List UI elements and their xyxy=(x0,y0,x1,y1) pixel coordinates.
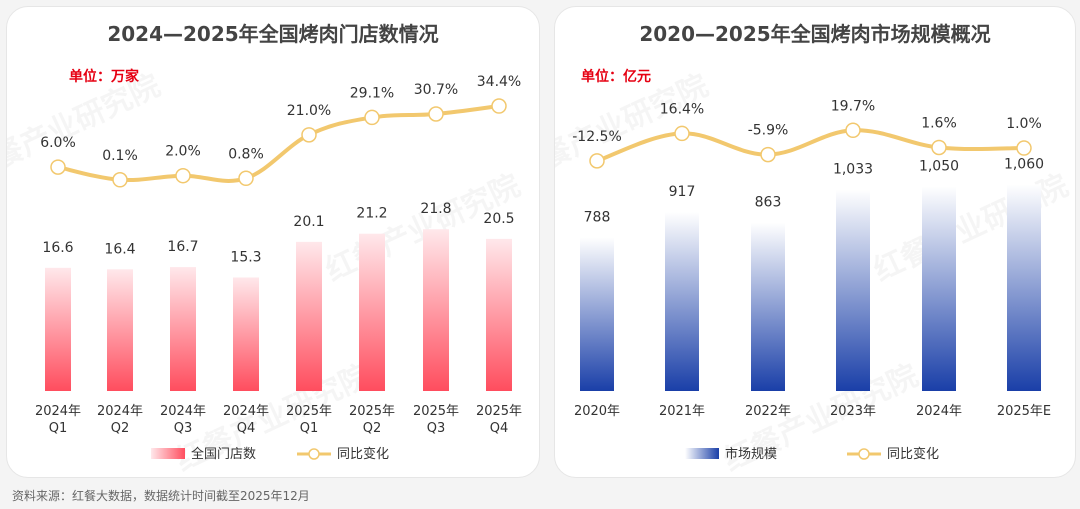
bar-label: 16.6 xyxy=(42,240,73,256)
x-tick-label: Q1 xyxy=(49,421,68,436)
x-tick-label: 2025年 xyxy=(349,404,395,419)
x-tick-label: Q3 xyxy=(174,421,193,436)
bar xyxy=(233,277,259,391)
bar-label: 21.8 xyxy=(420,201,451,217)
watermark: 红餐产业研究院 xyxy=(7,68,166,188)
bar-label: 20.5 xyxy=(483,211,514,227)
bar xyxy=(107,269,133,391)
legend-line-label: 同比变化 xyxy=(337,446,389,462)
line-point xyxy=(491,98,507,114)
source-note: 资料来源：红餐大数据，数据统计时间截至2025年12月 xyxy=(12,489,310,503)
legend-bar-label: 市场规模 xyxy=(725,446,777,462)
line-label: 16.4% xyxy=(660,101,704,117)
legend-bar-swatch xyxy=(151,448,185,459)
bar-label: 863 xyxy=(755,195,782,211)
x-tick-label: Q1 xyxy=(300,421,319,436)
x-tick-label: 2025年E xyxy=(997,404,1051,419)
line-label: 1.6% xyxy=(921,115,957,131)
line-point xyxy=(931,139,947,156)
unit-label: 单位：亿元 xyxy=(581,68,651,85)
legend-line-marker xyxy=(858,448,870,460)
line-point xyxy=(301,127,317,143)
bar-label: 16.4 xyxy=(104,241,135,257)
bar-label: 1,050 xyxy=(919,158,959,174)
x-tick-label: 2021年 xyxy=(659,404,705,419)
bar xyxy=(580,237,614,391)
line-point xyxy=(589,153,605,169)
bar-label: 1,060 xyxy=(1004,156,1044,172)
x-tick-label: 2024年 xyxy=(35,404,81,419)
x-tick-label: 2024年 xyxy=(916,404,962,419)
x-tick-label: Q2 xyxy=(111,421,130,436)
bar xyxy=(922,186,956,391)
x-tick-label: 2022年 xyxy=(745,404,791,419)
yoy-line xyxy=(56,104,501,183)
bar-label: 16.7 xyxy=(167,239,198,255)
x-tick-label: Q3 xyxy=(427,421,446,436)
line-point xyxy=(674,125,690,142)
x-tick-label: 2024年 xyxy=(160,404,206,419)
x-tick-label: Q2 xyxy=(363,421,382,436)
bar xyxy=(665,212,699,391)
line-point xyxy=(238,170,254,187)
line-label: 1.0% xyxy=(1006,116,1042,132)
line-point xyxy=(1016,140,1032,156)
bar-label: 20.1 xyxy=(293,214,324,230)
line-label: 0.8% xyxy=(228,146,264,162)
x-tick-label: 2025年 xyxy=(413,404,459,419)
line-label: 29.1% xyxy=(350,85,394,101)
line-label: -5.9% xyxy=(748,123,789,139)
yoy-line xyxy=(595,128,1026,163)
bar xyxy=(296,241,322,391)
legend-line-label: 同比变化 xyxy=(887,446,939,462)
x-tick-label: 2025年 xyxy=(476,404,522,419)
legend-bar-label: 全国门店数 xyxy=(191,446,256,462)
bar xyxy=(751,222,785,391)
bar-label: 917 xyxy=(669,184,696,200)
x-tick-label: Q4 xyxy=(237,421,256,436)
watermark: 红餐产业研究院 xyxy=(868,168,1073,288)
x-tick-label: 2025年 xyxy=(286,404,332,419)
bar xyxy=(45,267,71,391)
x-tick-label: 2024年 xyxy=(223,404,269,419)
bar-label: 788 xyxy=(584,209,611,225)
bar xyxy=(170,267,196,391)
line-point xyxy=(112,172,128,188)
line-point xyxy=(175,167,191,184)
x-tick-label: 2024年 xyxy=(97,404,143,419)
line-label: 0.1% xyxy=(102,148,138,164)
line-point xyxy=(845,122,861,139)
line-point xyxy=(760,146,776,163)
bar-label: 1,033 xyxy=(833,162,873,178)
bar xyxy=(359,233,385,391)
bar xyxy=(836,189,870,391)
line-label: 6.0% xyxy=(40,135,76,151)
line-label: 19.7% xyxy=(831,98,875,114)
chart-svg: 红餐产业研究院红餐产业研究院红餐产业研究院2020—2025年全国烤肉市场规模概… xyxy=(555,22,1074,477)
x-tick-label: 2023年 xyxy=(830,404,876,419)
legend-bar-swatch xyxy=(685,448,719,459)
x-tick-label: Q4 xyxy=(490,421,509,436)
line-label: 34.4% xyxy=(477,74,521,90)
line-label: -12.5% xyxy=(572,129,622,145)
unit-label: 单位：万家 xyxy=(69,68,140,85)
chart-svg: 红餐产业研究院红餐产业研究院红餐产业研究院2024—2025年全国烤肉门店数情况… xyxy=(7,22,526,477)
bar xyxy=(1007,184,1041,391)
line-point xyxy=(428,106,444,122)
line-label: 2.0% xyxy=(165,144,201,160)
bar xyxy=(486,238,512,391)
legend-line-marker xyxy=(308,448,320,460)
line-label: 21.0% xyxy=(287,103,331,119)
x-tick-label: 2020年 xyxy=(574,404,620,419)
store-count-chart: 红餐产业研究院 红餐产业研究院 红餐产业研究院 2024—2025年全国烤肉门店数情况… xyxy=(6,6,540,478)
line-point xyxy=(364,109,380,126)
line-label: 30.7% xyxy=(414,82,458,98)
bar-label: 15.3 xyxy=(230,249,261,265)
chart-title: 2024—2025年全国烤肉门店数情况 xyxy=(107,22,438,46)
line-point xyxy=(50,159,66,175)
chart-title: 2020—2025年全国烤肉市场规模概况 xyxy=(639,22,990,46)
bar xyxy=(423,229,449,391)
bar-label: 21.2 xyxy=(356,206,387,222)
market-size-chart: 红餐产业研究院 红餐产业研究院 红餐产业研究院 2020—2025年全国烤肉市场规模概… xyxy=(554,6,1076,478)
